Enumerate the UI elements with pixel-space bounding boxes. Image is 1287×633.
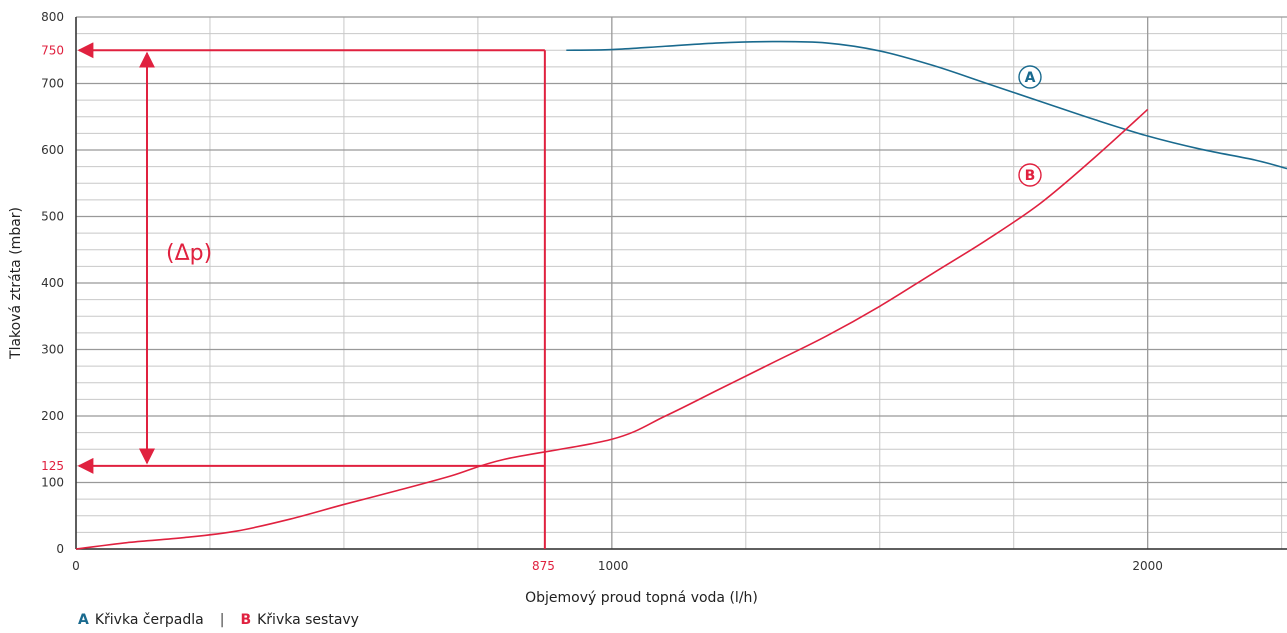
series-line-b <box>75 108 1149 550</box>
curve-label-b-text: B <box>1025 168 1036 184</box>
y-tick-label: 200 <box>41 409 64 423</box>
y-tick-label: 300 <box>41 343 64 357</box>
grid <box>75 16 1287 550</box>
x-tick-label: 2000 <box>1132 559 1163 573</box>
series-layer <box>75 40 1287 550</box>
y-tick-label: 400 <box>41 276 64 290</box>
legend-a-label: Křivka čerpadla <box>94 612 204 628</box>
legend: A Křivka čerpadla | B Křivka sestavy <box>78 612 359 628</box>
x-axis-title: Objemový proud topná voda (l/h) <box>525 590 758 606</box>
x-tick-label: 1000 <box>598 559 629 573</box>
y-tick-label: 100 <box>41 476 64 490</box>
series-line-a <box>566 40 1287 170</box>
tick-labels: 0 100 125 200 300 400 500 600 700 750 800 0 875 1000 2… <box>41 10 1163 573</box>
y-tick-label: 125 <box>41 459 64 473</box>
curve-label-b-circle <box>1018 163 1042 187</box>
y-tick-label: 750 <box>41 43 64 57</box>
y-tick-label: 0 <box>56 542 64 556</box>
legend-b-key: B <box>240 612 252 628</box>
y-tick-label: 500 <box>41 210 64 224</box>
x-tick-label: 0 <box>72 559 80 573</box>
y-tick-label: 600 <box>41 143 64 157</box>
legend-a-key: A <box>78 612 89 628</box>
y-tick-label: 700 <box>41 77 64 91</box>
legend-separator: | <box>219 612 225 628</box>
y-tick-label: 800 <box>41 10 64 24</box>
delta-p-label: (Δp) <box>166 241 212 266</box>
curve-label-a-circle <box>1018 65 1042 89</box>
y-axis-title: Tlaková ztráta (mbar) <box>8 207 24 360</box>
legend-b-label: Křivka sestavy <box>257 612 359 628</box>
curve-label-a-text: A <box>1025 70 1036 86</box>
annotations: (Δp) A B <box>77 42 1042 549</box>
x-tick-label: 875 <box>532 559 555 573</box>
